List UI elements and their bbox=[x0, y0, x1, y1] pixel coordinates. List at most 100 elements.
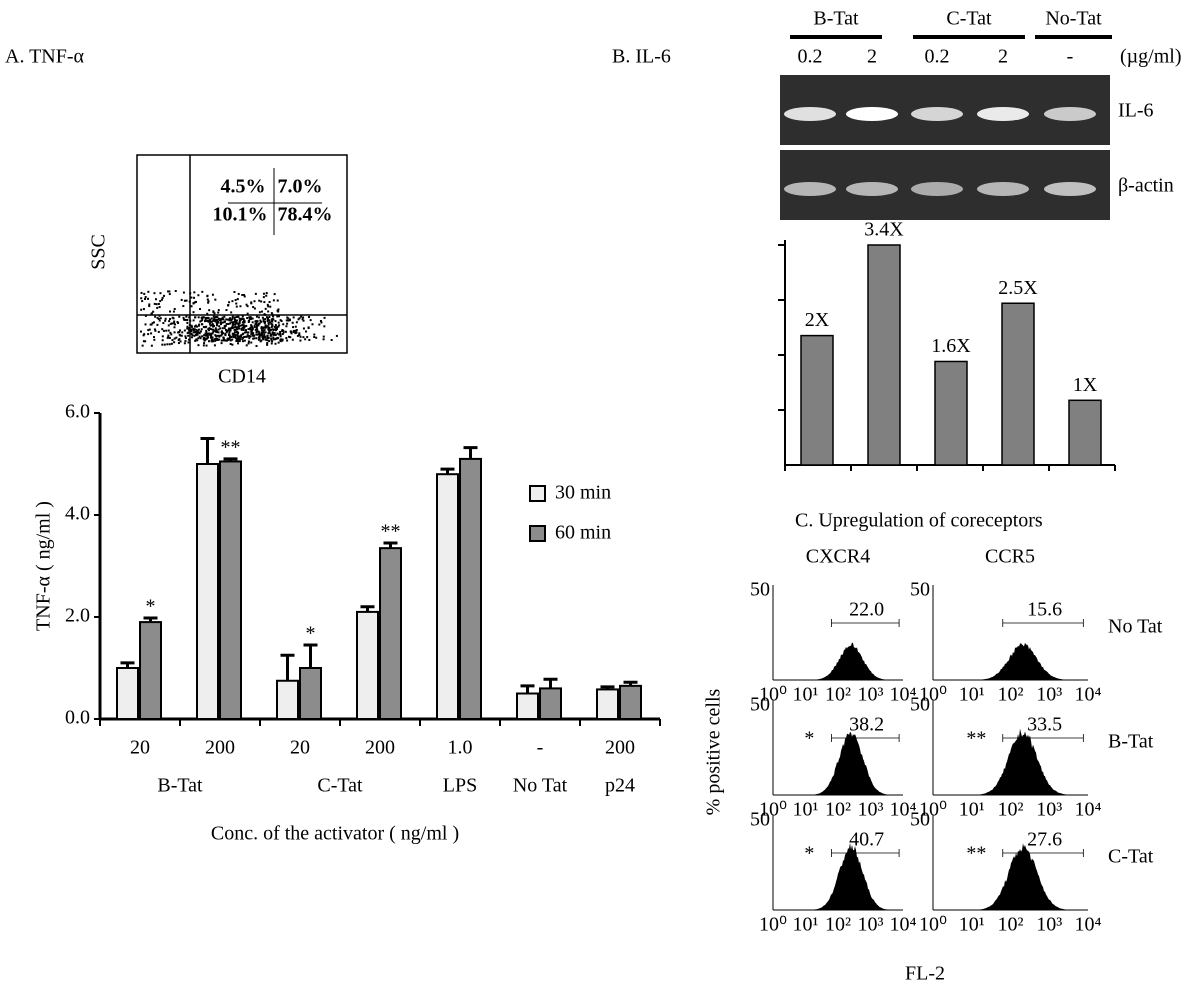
error-bar bbox=[623, 680, 638, 686]
dot bbox=[180, 334, 183, 337]
dot bbox=[313, 333, 316, 336]
dot bbox=[227, 337, 230, 340]
dot bbox=[230, 327, 233, 330]
legend-label: 30 min bbox=[555, 482, 611, 504]
histogram bbox=[773, 731, 903, 795]
dot bbox=[215, 315, 218, 318]
dot bbox=[153, 338, 156, 341]
bar bbox=[934, 360, 968, 466]
hist-y-tick: 50 bbox=[910, 579, 930, 601]
dot bbox=[242, 336, 245, 339]
dot bbox=[143, 333, 146, 336]
x-tick-label: - bbox=[537, 737, 544, 759]
dot bbox=[264, 307, 267, 310]
dot bbox=[167, 334, 170, 337]
dot bbox=[205, 344, 208, 347]
dot bbox=[229, 322, 232, 325]
dot bbox=[240, 327, 243, 330]
legend-label: 60 min bbox=[555, 522, 611, 544]
dot bbox=[206, 317, 209, 320]
dot bbox=[236, 333, 239, 336]
quadrant-label: 4.5% bbox=[221, 176, 266, 198]
bar bbox=[139, 621, 162, 720]
significance: * bbox=[306, 623, 316, 645]
dot bbox=[302, 336, 305, 339]
dot bbox=[160, 298, 163, 301]
dot bbox=[270, 322, 273, 325]
dot bbox=[179, 329, 182, 332]
x-axis-label: FL-2 bbox=[905, 963, 945, 985]
panel-title: A. TNF-α bbox=[5, 46, 85, 68]
dot bbox=[262, 296, 265, 299]
dot bbox=[285, 325, 288, 328]
dot bbox=[252, 332, 255, 335]
dot bbox=[194, 339, 197, 342]
significance: * bbox=[804, 843, 814, 865]
dot bbox=[235, 315, 238, 318]
dot bbox=[201, 290, 204, 293]
dot bbox=[226, 329, 229, 332]
dot bbox=[162, 322, 165, 325]
dot bbox=[186, 321, 189, 324]
dot bbox=[260, 320, 263, 323]
bar bbox=[800, 334, 834, 466]
dot bbox=[276, 299, 279, 302]
dot bbox=[251, 334, 254, 337]
dot bbox=[302, 327, 305, 330]
dot bbox=[198, 335, 201, 338]
significance: ** bbox=[221, 436, 241, 458]
dot bbox=[152, 321, 155, 324]
dot bbox=[262, 320, 265, 323]
dot bbox=[266, 303, 269, 306]
error-bar bbox=[383, 541, 398, 549]
dot bbox=[250, 329, 253, 332]
dot bbox=[224, 333, 227, 336]
dot bbox=[197, 337, 200, 340]
dot bbox=[322, 335, 325, 338]
dot bbox=[263, 301, 266, 304]
hist-x-tick: 10⁴ bbox=[890, 799, 917, 821]
dot bbox=[236, 298, 239, 301]
dot bbox=[190, 325, 193, 328]
dot bbox=[147, 333, 150, 336]
dot bbox=[173, 331, 176, 334]
dot bbox=[231, 300, 234, 303]
dot bbox=[227, 338, 230, 341]
dot bbox=[163, 343, 166, 346]
dot bbox=[302, 319, 305, 322]
dot bbox=[167, 329, 170, 332]
dot bbox=[232, 334, 235, 337]
dot bbox=[330, 339, 333, 342]
dot bbox=[184, 340, 187, 343]
dot bbox=[274, 338, 277, 341]
dot bbox=[259, 340, 262, 343]
gel-group-label: No-Tat bbox=[1045, 8, 1102, 30]
dot bbox=[272, 318, 275, 321]
dot bbox=[270, 326, 273, 329]
dot bbox=[243, 295, 246, 298]
dot bbox=[235, 326, 238, 329]
dot bbox=[186, 327, 189, 330]
group-label: p24 bbox=[605, 775, 635, 797]
dot bbox=[206, 298, 209, 301]
dot bbox=[318, 323, 321, 326]
dot bbox=[271, 332, 274, 335]
dot bbox=[218, 338, 221, 341]
error-bar bbox=[200, 437, 215, 464]
value-label: 1.6X bbox=[931, 335, 971, 357]
bar bbox=[867, 244, 901, 466]
dot bbox=[258, 331, 261, 334]
dot bbox=[261, 335, 264, 338]
dot bbox=[271, 340, 274, 343]
dot bbox=[213, 316, 216, 319]
dot bbox=[239, 318, 242, 321]
dot bbox=[253, 337, 256, 340]
dot bbox=[243, 326, 246, 329]
dot bbox=[176, 320, 179, 323]
dot bbox=[201, 335, 204, 338]
dot bbox=[255, 333, 258, 336]
dot bbox=[213, 319, 216, 322]
dot bbox=[280, 320, 283, 323]
dot bbox=[233, 318, 236, 321]
dot bbox=[307, 327, 310, 330]
